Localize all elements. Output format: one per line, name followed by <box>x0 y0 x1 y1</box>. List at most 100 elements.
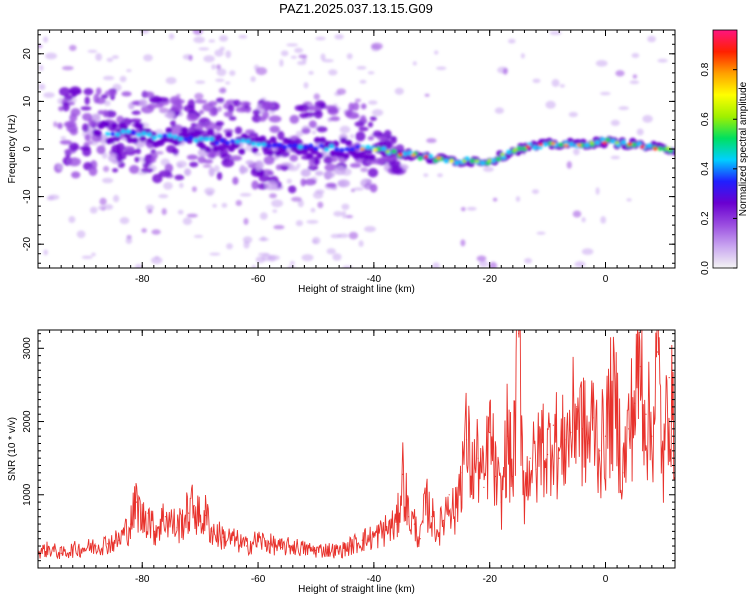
snr-point <box>523 494 526 496</box>
spectrogram-blob <box>206 152 214 158</box>
spectrogram-blob <box>151 229 161 235</box>
spectrogram-blob <box>136 132 142 137</box>
spectrogram-blob <box>233 99 241 107</box>
spectrogram-blob <box>251 146 259 154</box>
spectrogram-blob <box>66 124 78 133</box>
spectrogram-blob <box>88 166 98 177</box>
spectrogram-blob <box>194 92 204 100</box>
spectrogram-blob <box>198 136 204 141</box>
spectrogram-blob <box>245 160 254 165</box>
spectrogram-blob <box>126 136 134 144</box>
snr-point <box>350 545 352 547</box>
spectrogram-blob <box>353 187 364 191</box>
colorbar-tick-label: 0.8 <box>700 62 711 76</box>
spectrogram-blob <box>318 143 324 148</box>
spectrogram-blob <box>81 255 93 260</box>
spectrogram-blob <box>143 54 153 62</box>
spectrogram-blob <box>300 168 311 177</box>
spectrogram-blob <box>251 265 256 268</box>
spectrogram-blob <box>538 142 543 147</box>
spectrogram-blob <box>513 148 518 152</box>
snr-point <box>153 530 155 533</box>
snr-point <box>570 431 572 434</box>
spectrogram-blob <box>115 132 121 137</box>
spectrogram-blob <box>280 165 289 171</box>
spectrogram-blob <box>82 112 93 122</box>
spectrogram-blob <box>462 159 467 163</box>
spectrogram-blob <box>62 102 70 112</box>
spectrogram-blob <box>206 191 214 197</box>
spectrogram-blob <box>602 141 607 145</box>
spectrogram-blob <box>224 140 230 145</box>
spectrogram-blob <box>68 215 76 224</box>
spectrogram-blob <box>376 135 389 141</box>
spectrogram-blob <box>423 154 429 159</box>
spectrogram-blob <box>39 65 44 71</box>
spectrogram-blob <box>189 161 199 168</box>
spectrogram-blob <box>319 136 327 144</box>
spectrogram-blob <box>218 35 229 42</box>
snr-point <box>576 406 578 408</box>
spectrogram-blob <box>67 157 81 167</box>
spectrogram-blob <box>449 159 454 163</box>
spectrogram-blob <box>358 240 364 247</box>
spectrogram-blob <box>371 109 384 117</box>
spectrogram-blob <box>367 121 374 128</box>
spectrogram-blob <box>424 93 430 97</box>
spectrogram-blob <box>532 145 538 150</box>
spectrogram-blob <box>287 143 293 149</box>
spectrogram-blob <box>289 114 300 124</box>
spectrogram-blob <box>308 105 318 111</box>
snr-point <box>454 516 456 518</box>
spectrogram-blob <box>143 154 154 165</box>
spectrogram-blob <box>256 142 262 147</box>
spectrogram-blob <box>238 148 246 155</box>
snr-point <box>211 530 213 533</box>
spectrogram-blob <box>87 140 93 145</box>
spectrogram-blob <box>122 145 135 151</box>
spectrogram-blob <box>306 219 319 224</box>
spectrogram-blob <box>610 139 616 144</box>
snr-point <box>280 546 282 549</box>
snr-point <box>535 468 537 470</box>
snr-point <box>413 523 415 525</box>
spectrogram-blob <box>610 155 620 160</box>
spectrogram-blob <box>500 153 505 157</box>
snr-point <box>245 545 248 547</box>
spectrogram-blob <box>116 115 124 124</box>
spectrogram-blob <box>323 147 329 152</box>
snr-point <box>587 442 589 445</box>
spectrogram-blob <box>313 93 320 101</box>
spectrogram-blob <box>110 122 118 129</box>
spectrogram-blob <box>258 174 271 183</box>
spectrogram-blob <box>423 173 429 178</box>
spectrogram-blob <box>312 191 324 199</box>
spectrogram-blob <box>214 49 224 57</box>
spectrogram-blob <box>219 138 225 143</box>
spectrogram-blob <box>339 147 345 153</box>
spectrogram-blob <box>43 92 55 99</box>
snr-frame <box>37 329 676 569</box>
snr-point <box>205 514 207 516</box>
snr-point <box>222 536 224 538</box>
spectrogram-blob <box>142 162 150 169</box>
spectrogram-blob <box>274 150 282 157</box>
spectrogram-blob <box>330 233 342 239</box>
spectrogram-blob <box>349 163 362 168</box>
spectrogram-blob <box>38 44 43 48</box>
spectrogram-blob <box>177 209 184 215</box>
spectrogram-blob <box>646 143 653 148</box>
spectrogram-blob <box>355 144 361 149</box>
spectrogram-blob <box>46 196 55 201</box>
spectrogram-blob <box>225 131 233 138</box>
spectrogram-blob <box>194 122 204 132</box>
snr-point <box>442 519 444 522</box>
snr-point <box>199 519 201 522</box>
spectrogram-blob <box>346 111 360 120</box>
spectrogram-blob <box>227 104 235 113</box>
spectrogram-blob <box>211 64 217 70</box>
spectrogram-blob <box>653 147 658 151</box>
spectrogram-blob <box>600 216 607 224</box>
spectrogram-blob <box>116 142 125 153</box>
spectrogram-blob <box>91 113 101 122</box>
